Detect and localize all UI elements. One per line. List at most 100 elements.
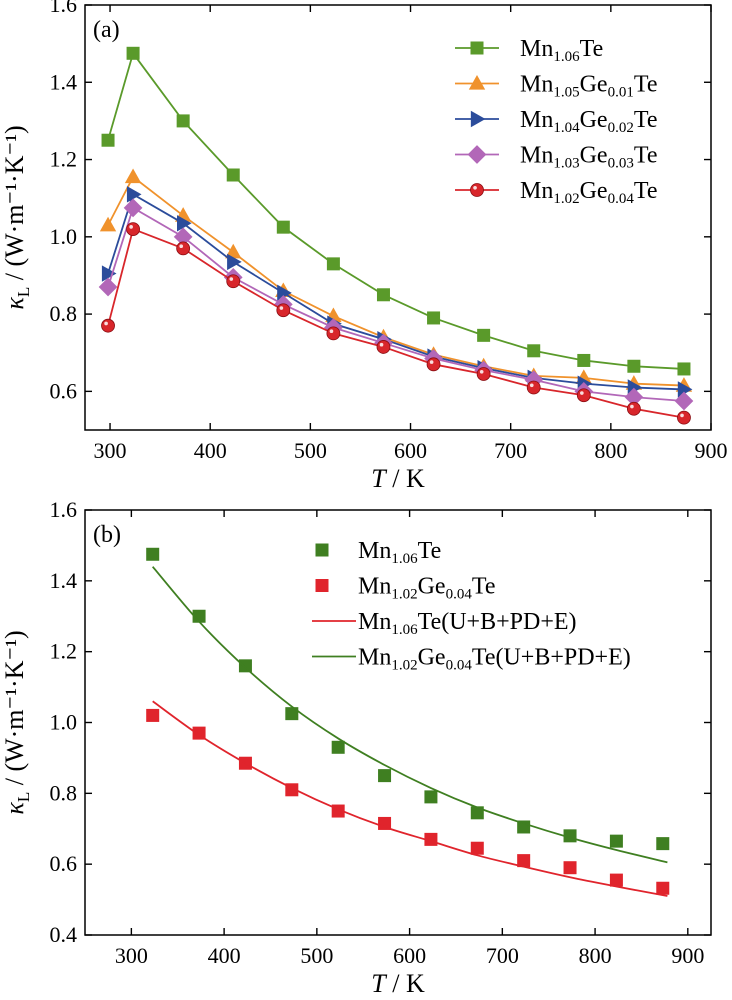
data-point-highlight xyxy=(379,342,384,347)
data-point xyxy=(527,344,541,358)
series-line xyxy=(152,700,668,897)
data-point xyxy=(427,311,441,325)
data-point xyxy=(146,708,160,722)
data-point xyxy=(426,357,441,372)
series-3 xyxy=(152,566,668,864)
data-point xyxy=(517,854,531,868)
legend-label: Mn1.06Te xyxy=(520,36,603,65)
data-point-highlight xyxy=(529,383,534,388)
x-tick-label: 500 xyxy=(300,943,333,968)
y-tick-label: 0.4 xyxy=(50,922,78,947)
data-point xyxy=(624,387,644,407)
data-point-highlight xyxy=(279,306,284,310)
data-point xyxy=(277,284,292,302)
y-tick-label: 0.8 xyxy=(50,780,78,805)
y-tick-label: 1.2 xyxy=(50,147,78,172)
x-tick-label: 700 xyxy=(486,943,519,968)
data-point xyxy=(176,241,191,256)
data-point xyxy=(276,303,291,318)
data-point xyxy=(656,837,670,851)
data-point xyxy=(123,198,143,218)
y-tick-label: 1.6 xyxy=(50,0,78,17)
series-0 xyxy=(146,547,670,851)
data-point xyxy=(227,253,242,271)
y-axis-label: κL / (W·m⁻¹·K⁻¹) xyxy=(0,125,33,309)
data-point-highlight xyxy=(680,413,684,418)
data-point xyxy=(326,326,341,341)
series-2 xyxy=(101,186,693,398)
series-0 xyxy=(101,46,691,376)
data-point-highlight xyxy=(129,225,133,229)
data-point xyxy=(226,168,240,182)
plot-frame xyxy=(84,509,712,936)
x-tick-label: 800 xyxy=(594,438,627,463)
data-point xyxy=(656,881,670,895)
data-point xyxy=(225,243,242,259)
legend-swatch-marker xyxy=(315,543,329,557)
series-line xyxy=(107,51,685,370)
data-point xyxy=(677,362,691,376)
chart-panel-a: 300 400 500 600 700 800 900 0.6 0.8 1.0 1.2 1.4 1.6 T… xyxy=(0,0,728,493)
data-point xyxy=(627,359,641,373)
data-point xyxy=(101,318,115,333)
data-point xyxy=(276,220,290,234)
data-point-highlight xyxy=(479,369,484,374)
data-point-highlight xyxy=(179,244,184,249)
data-point xyxy=(577,353,591,367)
x-tick-label: 400 xyxy=(194,438,227,463)
data-point-highlight xyxy=(229,277,234,281)
data-point xyxy=(101,133,115,147)
y-tick-label: 1.6 xyxy=(50,497,78,522)
x-tick-label: 300 xyxy=(115,943,148,968)
data-point xyxy=(576,388,591,403)
data-point xyxy=(378,769,392,783)
data-point-highlight xyxy=(329,329,334,334)
data-point xyxy=(146,547,160,561)
x-tick-label: 900 xyxy=(695,438,728,463)
y-tick-label: 1.2 xyxy=(50,639,78,664)
data-point-highlight xyxy=(630,404,634,409)
legend-swatch-marker xyxy=(315,579,329,592)
legend-swatch-marker xyxy=(470,110,486,128)
data-point xyxy=(609,873,623,887)
legend: Mn1.06Te Mn1.05Ge0.01Te Mn1.04Ge0.02Te Mn1.… xyxy=(455,36,657,207)
data-point xyxy=(101,265,117,282)
data-point xyxy=(326,257,340,271)
data-point-highlight xyxy=(580,391,584,395)
data-point xyxy=(477,328,491,342)
x-tick-label: 700 xyxy=(494,438,527,463)
series-3 xyxy=(98,198,694,411)
data-point xyxy=(98,277,118,297)
legend-swatch-marker xyxy=(468,75,486,90)
data-point xyxy=(331,740,345,754)
legend-label: Mn1.06Te(U+B+PD+E) xyxy=(358,609,577,638)
data-point xyxy=(609,834,623,848)
series-1 xyxy=(146,708,670,895)
data-point xyxy=(126,186,142,203)
panel-label: (a) xyxy=(93,17,120,43)
panel-label: (b) xyxy=(93,522,121,548)
x-axis-label: T / K xyxy=(371,969,425,998)
x-tick-label: 400 xyxy=(208,943,241,968)
legend-swatch-marker xyxy=(470,183,484,197)
y-tick-label: 1.0 xyxy=(50,224,78,249)
y-tick-label: 1.0 xyxy=(50,710,78,735)
data-point xyxy=(173,227,193,247)
x-axis-label: T / K xyxy=(371,464,425,493)
data-point-highlight xyxy=(429,360,434,364)
data-point xyxy=(376,340,391,354)
x-tick-label: 800 xyxy=(579,943,612,968)
data-point xyxy=(238,659,252,673)
legend-label: Mn1.03Ge0.03Te xyxy=(520,143,657,172)
data-point xyxy=(677,381,693,398)
legend-swatch-marker xyxy=(467,145,487,164)
legend-label: Mn1.06Te xyxy=(358,538,441,567)
data-point xyxy=(526,380,541,395)
data-point xyxy=(563,861,577,875)
y-tick-label: 1.4 xyxy=(50,568,78,593)
data-point xyxy=(177,215,192,232)
data-point xyxy=(677,410,691,425)
series-line xyxy=(107,227,685,419)
data-point-highlight xyxy=(104,321,108,326)
